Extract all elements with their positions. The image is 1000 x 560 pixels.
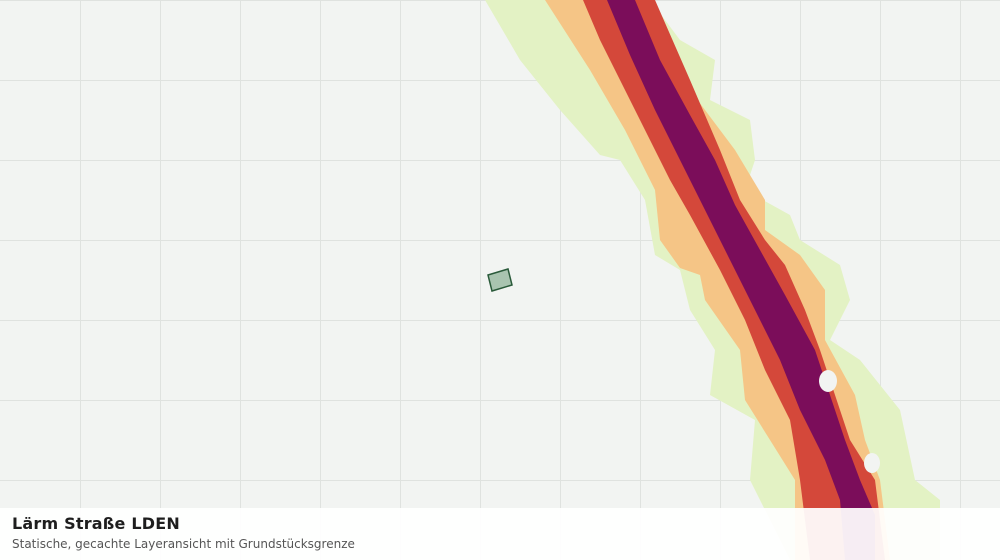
- layer-subtitle: Statische, gecachte Layeransicht mit Gru…: [12, 537, 355, 551]
- parcel-boundary: [487, 268, 513, 292]
- gap: [819, 370, 837, 392]
- layer-title: Lärm Straße LDEN: [12, 514, 180, 533]
- noise-zone-very-high: [607, 0, 875, 560]
- gap: [864, 453, 880, 473]
- info-panel: Lärm Straße LDEN Statische, gecachte Lay…: [0, 508, 1000, 560]
